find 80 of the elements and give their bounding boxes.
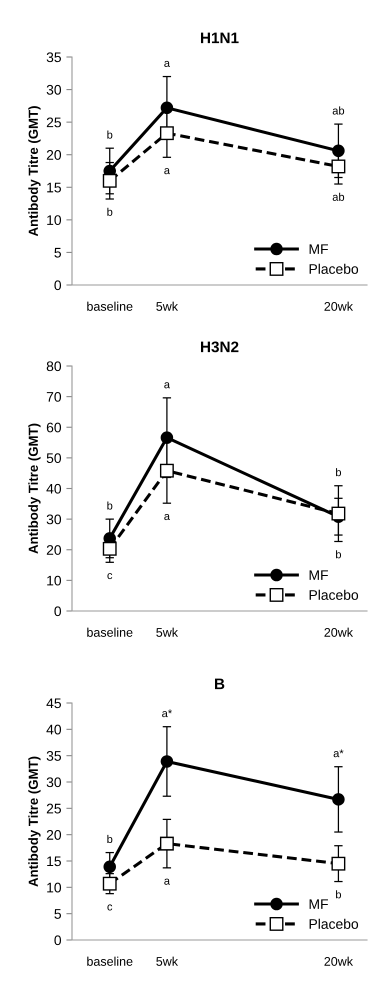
annotation: a* — [162, 709, 172, 718]
y-tick-label: 40 — [46, 724, 62, 735]
annotation: b — [107, 130, 112, 139]
legend-label: MF — [310, 244, 328, 254]
x-tick-label: baseline — [87, 956, 132, 966]
annotation: c — [107, 573, 112, 580]
point — [102, 174, 117, 188]
y-tick-label: 20 — [46, 545, 62, 555]
y-tick-label: 35 — [46, 751, 62, 761]
y-axis-title: Antibody Titre (GMT) — [28, 106, 41, 236]
x-tick-label: 5wk — [156, 956, 178, 966]
legend-label: MF — [310, 899, 328, 909]
y-tick-label: 45 — [46, 698, 62, 708]
legend-label: Placebo — [310, 918, 358, 929]
y-tick-label: 0 — [54, 606, 62, 616]
annotation: ab — [332, 106, 344, 115]
y-tick-label: 0 — [54, 935, 62, 946]
y-tick-label: 20 — [46, 830, 62, 840]
point — [331, 856, 346, 871]
annotation: a — [164, 878, 170, 885]
annotation: ab — [332, 192, 344, 201]
y-axis-title: Antibody Titre (GMT) — [28, 756, 41, 887]
annotation: b — [336, 890, 342, 898]
annotation: a* — [334, 749, 344, 758]
y-tick-label: 15 — [47, 856, 62, 866]
point — [160, 755, 174, 768]
point — [332, 144, 345, 158]
x-tick-label: 20wk — [324, 956, 354, 966]
x-tick-label: 5wk — [156, 302, 178, 311]
legend-label: Placebo — [310, 590, 358, 600]
point — [160, 836, 174, 851]
annotation: b — [336, 468, 342, 476]
legend-label: Placebo — [310, 264, 358, 274]
chart-title: H1N1 — [200, 32, 239, 44]
point — [160, 431, 174, 444]
y-tick-label: 25 — [46, 804, 62, 814]
annotation: b — [336, 550, 342, 558]
y-tick-label: 80 — [46, 361, 62, 372]
y-tick-label: 0 — [54, 280, 62, 290]
y-axis-title: Antibody Titre (GMT) — [28, 424, 41, 554]
y-tick-label: 70 — [46, 392, 62, 402]
y-tick-label: 30 — [46, 84, 62, 95]
x-tick-label: 5wk — [156, 628, 178, 637]
annotation: b — [107, 501, 112, 510]
x-tick-label: 20wk — [324, 628, 354, 637]
annotation: a — [164, 514, 170, 520]
y-tick-label: 20 — [46, 150, 62, 160]
y-tick-label: 10 — [47, 576, 62, 586]
y-tick-label: 10 — [47, 882, 62, 893]
annotation: b — [107, 208, 112, 216]
y-tick-label: 50 — [46, 453, 62, 464]
annotation: a — [164, 168, 170, 174]
y-tick-label: 35 — [46, 52, 62, 62]
point — [332, 793, 345, 806]
point — [160, 126, 174, 140]
y-tick-label: 10 — [47, 215, 62, 226]
annotation: b — [107, 834, 112, 844]
y-tick-label: 15 — [47, 182, 62, 192]
y-tick-label: 30 — [46, 514, 62, 524]
chart-title: B — [215, 678, 224, 690]
point — [102, 876, 117, 891]
x-tick-label: 20wk — [324, 302, 354, 311]
annotation: c — [107, 904, 112, 911]
point — [160, 102, 174, 114]
y-tick-label: 40 — [46, 484, 62, 494]
y-tick-label: 30 — [46, 777, 62, 788]
point — [160, 464, 174, 478]
y-tick-label: 5 — [54, 248, 61, 258]
y-tick-label: 25 — [46, 117, 62, 128]
legend-label: MF — [310, 570, 328, 580]
annotation: a — [164, 60, 170, 68]
x-tick-label: baseline — [87, 628, 132, 637]
point — [102, 542, 117, 556]
y-tick-label: 5 — [54, 909, 61, 919]
chart-title: H3N2 — [200, 341, 238, 352]
annotation: a — [164, 382, 170, 388]
point — [103, 860, 116, 874]
point — [331, 159, 346, 174]
y-tick-label: 60 — [46, 422, 62, 432]
x-tick-label: baseline — [87, 302, 132, 311]
